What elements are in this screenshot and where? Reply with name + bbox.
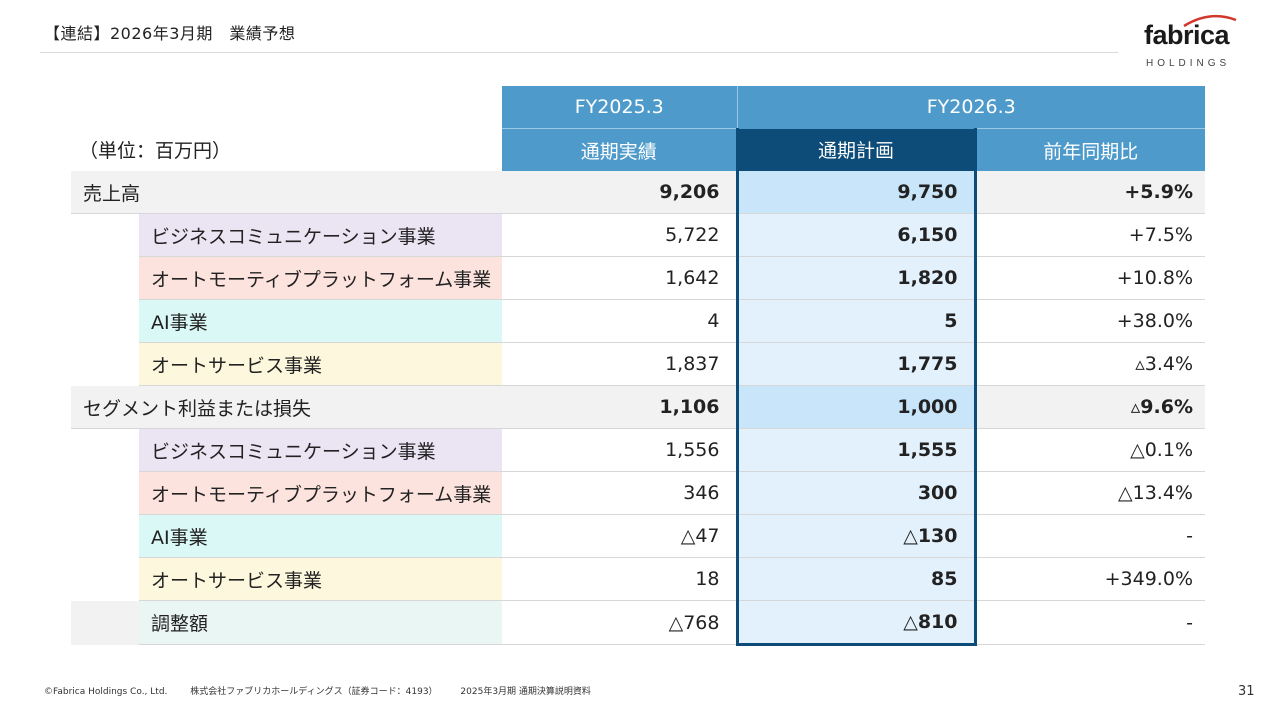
table-row: AI事業 4 5 +38.0% bbox=[71, 299, 1205, 343]
forecast-table: FY2025.3 FY2026.3 （単位：百万円） 通期実績 通期計画 前年同… bbox=[71, 86, 1205, 646]
company-logo: fabrica HOLDINGS bbox=[1140, 14, 1240, 69]
actual-value: 1,556 bbox=[502, 428, 737, 472]
plan-value: 1,000 bbox=[735, 385, 977, 429]
row-label: 調整額 bbox=[139, 600, 502, 645]
table-row: オートモーティブプラットフォーム事業 346 300 △13.4% bbox=[71, 471, 1205, 515]
plan-value: △810 bbox=[735, 600, 977, 646]
row-label: オートモーティブプラットフォーム事業 bbox=[139, 471, 502, 515]
plan-value: 9,750 bbox=[735, 171, 977, 214]
footer-document: 2025年3月期 通期決算説明資料 bbox=[460, 687, 591, 697]
table-row: オートモーティブプラットフォーム事業 1,642 1,820 +10.8% bbox=[71, 256, 1205, 300]
yoy-value: +5.9% bbox=[975, 171, 1205, 214]
yoy-value: △0.1% bbox=[975, 428, 1205, 472]
title-divider bbox=[40, 52, 1118, 53]
actual-value: 9,206 bbox=[502, 171, 737, 214]
plan-value: 6,150 bbox=[735, 213, 977, 257]
plan-value: 1,555 bbox=[735, 428, 977, 472]
actual-value: 1,106 bbox=[502, 385, 737, 429]
table-row: ビジネスコミュニケーション事業 1,556 1,555 △0.1% bbox=[71, 428, 1205, 472]
yoy-value: +349.0% bbox=[975, 557, 1205, 601]
actual-value: 1,837 bbox=[502, 342, 737, 386]
plan-value: 85 bbox=[735, 557, 977, 601]
table-row: セグメント利益または損失 1,106 1,000 ▵9.6% bbox=[71, 385, 1205, 429]
row-label: オートモーティブプラットフォーム事業 bbox=[139, 256, 502, 300]
actual-value: △47 bbox=[502, 514, 737, 558]
row-label: セグメント利益または損失 bbox=[71, 385, 502, 429]
footer-company: 株式会社ファブリカホールディングス（証券コード：4193） bbox=[190, 687, 438, 697]
page-number: 31 bbox=[1238, 684, 1255, 699]
row-label: オートサービス事業 bbox=[139, 557, 502, 601]
yoy-value: ▵9.6% bbox=[975, 385, 1205, 429]
logo-arc-icon bbox=[1183, 14, 1237, 28]
yoy-value: +38.0% bbox=[975, 299, 1205, 343]
header-actual: 通期実績 bbox=[502, 128, 737, 171]
logo-subtext: HOLDINGS bbox=[1146, 58, 1231, 69]
row-label: ビジネスコミュニケーション事業 bbox=[139, 213, 502, 257]
row-label: ビジネスコミュニケーション事業 bbox=[139, 428, 502, 472]
yoy-value: - bbox=[975, 600, 1205, 645]
table-row: ビジネスコミュニケーション事業 5,722 6,150 +7.5% bbox=[71, 213, 1205, 257]
plan-value: 300 bbox=[735, 471, 977, 515]
plan-value: △130 bbox=[735, 514, 977, 558]
footer: ©Fabrica Holdings Co., Ltd. 株式会社ファブリカホール… bbox=[44, 684, 611, 697]
logo-wordmark: fabrica bbox=[1144, 20, 1230, 50]
yoy-value: △13.4% bbox=[975, 471, 1205, 515]
row-label: オートサービス事業 bbox=[139, 342, 502, 386]
table-row: 調整額 △768 △810 - bbox=[71, 600, 1205, 646]
footer-copyright: ©Fabrica Holdings Co., Ltd. bbox=[44, 687, 168, 697]
header-row-fiscal-years: FY2025.3 FY2026.3 bbox=[71, 86, 1205, 129]
header-yoy: 前年同期比 bbox=[975, 128, 1205, 171]
yoy-value: - bbox=[975, 514, 1205, 558]
unit-label: （単位：百万円） bbox=[71, 128, 502, 171]
row-label: AI事業 bbox=[139, 299, 502, 343]
table-row: オートサービス事業 18 85 +349.0% bbox=[71, 557, 1205, 601]
yoy-value: ▵3.4% bbox=[975, 342, 1205, 386]
actual-value: △768 bbox=[502, 600, 737, 645]
yoy-value: +7.5% bbox=[975, 213, 1205, 257]
plan-value: 5 bbox=[735, 299, 977, 343]
header-plan: 通期計画 bbox=[735, 128, 977, 171]
page-title: 【連結】2026年3月期 業績予想 bbox=[44, 24, 296, 43]
row-label: 売上高 bbox=[71, 171, 502, 214]
actual-value: 1,642 bbox=[502, 256, 737, 300]
plan-value: 1,775 bbox=[735, 342, 977, 386]
plan-value: 1,820 bbox=[735, 256, 977, 300]
actual-value: 5,722 bbox=[502, 213, 737, 257]
actual-value: 346 bbox=[502, 471, 737, 515]
table-row: AI事業 △47 △130 - bbox=[71, 514, 1205, 558]
yoy-value: +10.8% bbox=[975, 256, 1205, 300]
header-fy-next: FY2026.3 bbox=[736, 86, 1205, 129]
header-row-columns: （単位：百万円） 通期実績 通期計画 前年同期比 bbox=[71, 128, 1205, 171]
header-fy-prev: FY2025.3 bbox=[502, 86, 737, 129]
actual-value: 18 bbox=[502, 557, 737, 601]
table-row: 売上高 9,206 9,750 +5.9% bbox=[71, 171, 1205, 214]
actual-value: 4 bbox=[502, 299, 737, 343]
table-row: オートサービス事業 1,837 1,775 ▵3.4% bbox=[71, 342, 1205, 386]
row-label: AI事業 bbox=[139, 514, 502, 558]
